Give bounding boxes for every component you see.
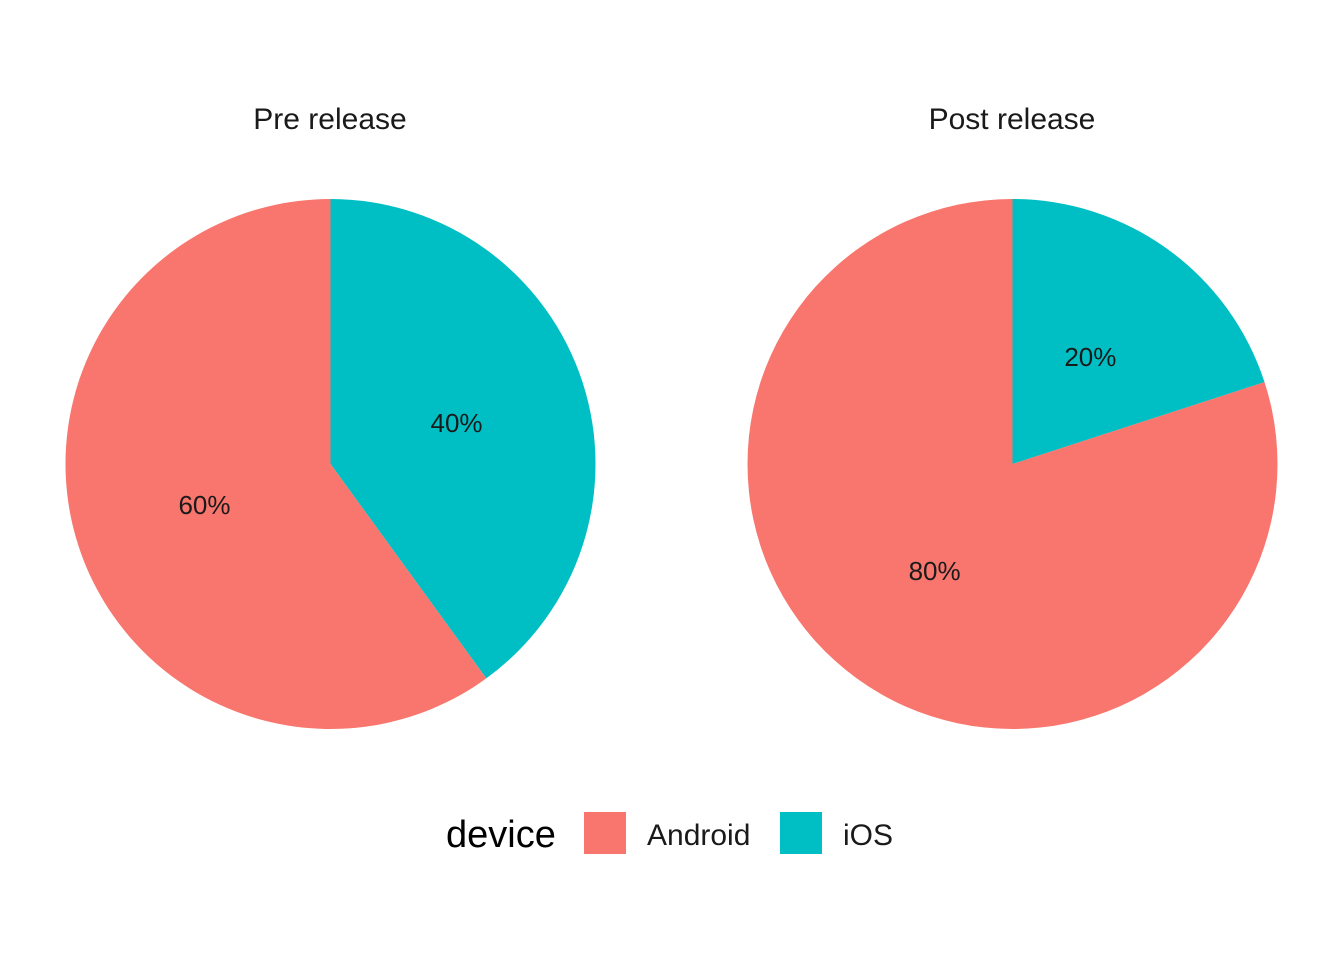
pie-slice-android	[747, 199, 1278, 730]
legend-label-ios: iOS	[843, 819, 893, 852]
legend-swatch-ios	[780, 812, 822, 854]
pie-slice-ios	[1012, 199, 1265, 464]
legend: device Android iOS	[446, 812, 893, 856]
facet-post-release: Post release 20% 80%	[747, 103, 1278, 730]
slice-label-android: 80%	[909, 556, 961, 586]
facet-title-pre-release: Pre release	[253, 103, 406, 136]
legend-swatch-android	[584, 812, 626, 854]
legend-title: device	[446, 814, 556, 856]
slice-label-android: 60%	[178, 490, 230, 520]
legend-label-android: Android	[647, 819, 750, 852]
pie-post-release: 20% 80%	[747, 199, 1278, 730]
pie-slice-android	[65, 199, 487, 729]
pie-slice-ios	[330, 199, 596, 679]
pie-pre-release: 40% 60%	[65, 199, 596, 729]
slice-label-ios: 40%	[430, 408, 482, 438]
facet-pre-release: Pre release 40% 60%	[65, 103, 596, 729]
facet-title-post-release: Post release	[929, 103, 1096, 136]
slice-label-ios: 20%	[1064, 342, 1116, 372]
